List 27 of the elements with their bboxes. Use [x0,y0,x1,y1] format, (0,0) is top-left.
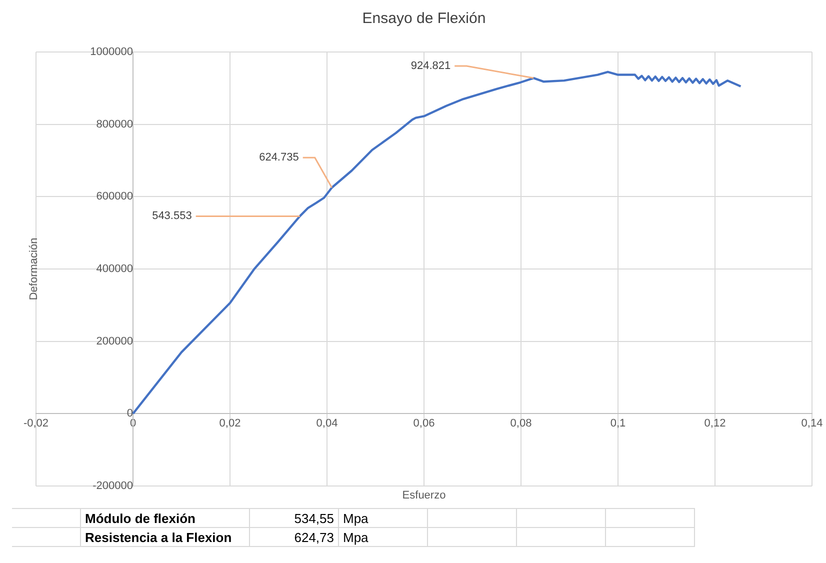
y-tick-label: 600000 [96,190,133,203]
y-tick-label: 1000000 [90,46,133,58]
x-tick-label: -0,02 [23,417,49,430]
y-tick-label: 200000 [96,335,133,348]
annotation: 924.821 [410,60,451,72]
x-axis-title: Esfuerzo [402,490,446,502]
y-tick-label: -200000 [92,480,133,492]
x-tick-label: 0,02 [219,417,241,430]
y-tick-label: 800000 [96,118,133,130]
text: Mpa [338,528,428,546]
text: 534,55 [250,508,338,528]
chart-title: Ensayo de Flexión [362,10,486,28]
text: Resistencia a la Flexion [80,528,250,546]
x-tick-label: 0,14 [801,417,823,430]
x-tick-label: 0,12 [704,417,726,430]
annotation: 624.735 [259,152,299,164]
x-tick-label: 0,04 [316,417,338,430]
annotation: 543.553 [152,210,192,222]
text: Mpa [338,508,428,528]
x-tick-label: 0,06 [413,417,435,430]
y-axis-title: Deformación [28,238,40,300]
y-tick-label: 400000 [96,263,133,276]
x-tick-label: 0,08 [510,417,532,430]
y-tick-label: 0 [126,408,133,420]
text: 624,73 [250,528,338,546]
text: Módulo de flexión [80,508,250,528]
x-tick-label: 0,1 [610,417,626,430]
